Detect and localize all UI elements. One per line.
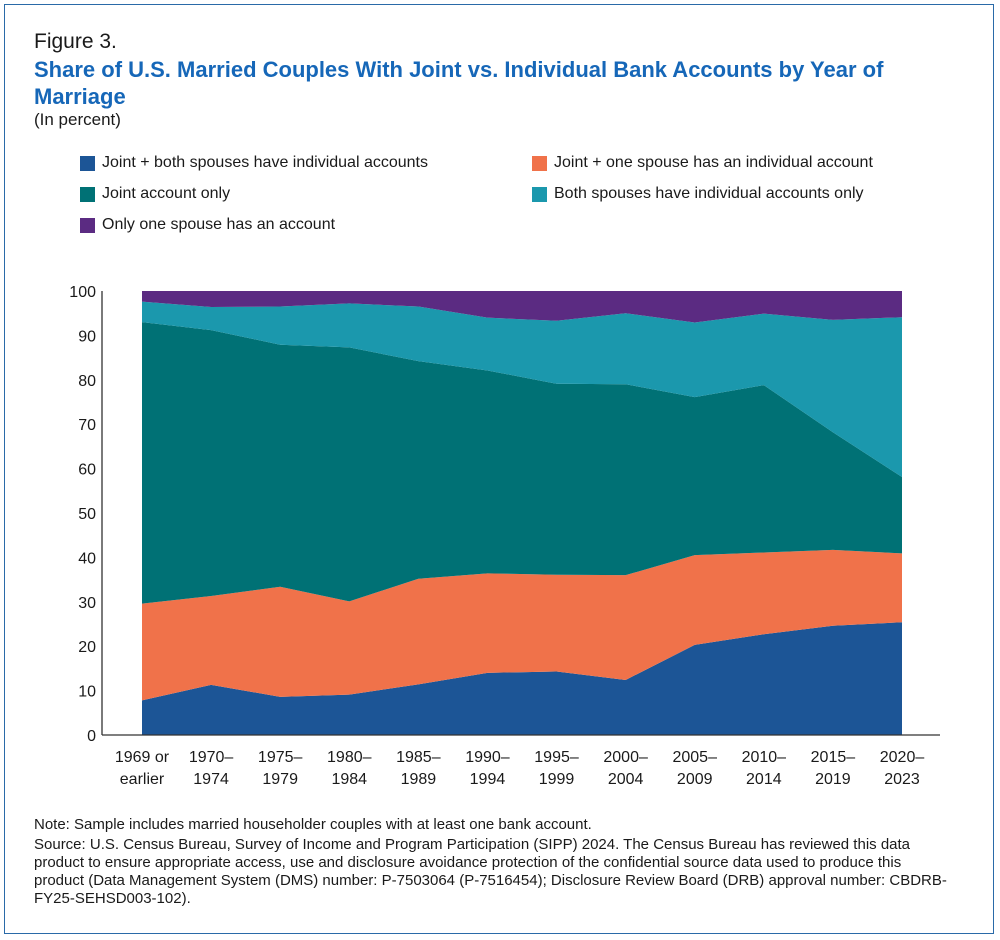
chart-note: Note: Sample includes married householde… xyxy=(34,816,592,833)
y-tick-label: 0 xyxy=(87,728,96,745)
chart-subtitle: (In percent) xyxy=(34,110,121,129)
stacked-area-chart: 0 10 20 30 40 50 60 70 80 90 100 1969 or earlier 1970… xyxy=(69,284,940,788)
y-tick-label: 70 xyxy=(78,417,96,434)
y-tick-label: 20 xyxy=(78,639,96,656)
legend-item: Only one spouse has an account xyxy=(80,216,335,234)
legend-swatch xyxy=(80,186,95,202)
x-tick-label-line: 1970– xyxy=(189,749,234,766)
x-tick-label-line: 1995– xyxy=(534,749,579,766)
x-tick-label-line: 1990– xyxy=(465,749,510,766)
y-tick-label: 10 xyxy=(78,684,96,701)
x-tick-label: 1985– 1989 xyxy=(396,749,441,788)
x-tick-label: 1975– 1979 xyxy=(258,749,303,788)
x-tick-label-line: 1975– xyxy=(258,749,303,766)
x-tick-label: 2010– 2014 xyxy=(742,749,787,788)
x-tick-label: 1990– 1994 xyxy=(465,749,510,788)
legend-label: Both spouses have individual accounts on… xyxy=(554,185,864,202)
legend-item: Joint + both spouses have individual acc… xyxy=(80,154,428,172)
x-tick-label: 2015– 2019 xyxy=(811,749,856,788)
legend-label: Joint account only xyxy=(102,185,231,202)
legend-label: Joint + one spouse has an individual acc… xyxy=(554,154,873,171)
y-tick-label: 50 xyxy=(78,506,96,523)
x-tick-label-line: 1984 xyxy=(331,771,367,788)
x-tick-label-line: 2009 xyxy=(677,771,713,788)
legend-item: Both spouses have individual accounts on… xyxy=(532,185,864,203)
area-series-2 xyxy=(142,549,902,701)
x-tick-label-line: 1980– xyxy=(327,749,372,766)
legend-item: Joint account only xyxy=(80,185,230,203)
x-tick-label: 1969 or earlier xyxy=(115,749,170,788)
x-tick-label-line: 2020– xyxy=(880,749,925,766)
x-tick-label-line: 2004 xyxy=(608,771,644,788)
x-tick-label-line: 2005– xyxy=(672,749,717,766)
x-tick-label-line: 1969 or xyxy=(115,749,170,766)
x-tick-label-line: 2019 xyxy=(815,771,851,788)
area-series-5 xyxy=(142,291,902,323)
figure-frame xyxy=(4,4,994,934)
x-tick-label-line: 2023 xyxy=(884,771,920,788)
chart-title: Share of U.S. Married Couples With Joint… xyxy=(34,57,884,109)
x-tick-label-line: 2014 xyxy=(746,771,782,788)
legend-swatch xyxy=(532,155,547,171)
x-tick-label-line: 2015– xyxy=(811,749,856,766)
chart-source: Source: U.S. Census Bureau, Survey of In… xyxy=(34,836,947,907)
y-tick-label: 100 xyxy=(69,284,96,301)
x-tick-label-line: 1985– xyxy=(396,749,441,766)
y-tick-label: 40 xyxy=(78,550,96,567)
x-tick-label: 1995– 1999 xyxy=(534,749,579,788)
y-tick-label: 90 xyxy=(78,328,96,345)
legend-swatch xyxy=(80,217,95,233)
x-tick-label-line: 1999 xyxy=(539,771,575,788)
area-series-1 xyxy=(142,622,902,735)
legend-swatch xyxy=(80,155,95,171)
x-tick-label-line: earlier xyxy=(120,771,165,788)
legend-label: Only one spouse has an account xyxy=(102,216,336,233)
x-tick-label-line: 1994 xyxy=(470,771,506,788)
x-tick-label: 2000– 2004 xyxy=(603,749,648,788)
y-tick-label: 80 xyxy=(78,373,96,390)
figure-label: Figure 3. xyxy=(34,30,117,53)
x-tick-label: 1980– 1984 xyxy=(327,749,372,788)
area-series-3 xyxy=(142,322,902,604)
legend-item: Joint + one spouse has an individual acc… xyxy=(532,154,873,172)
x-tick-label-line: 1974 xyxy=(193,771,229,788)
x-tick-label: 1970– 1974 xyxy=(189,749,234,788)
x-tick-label: 2020– 2023 xyxy=(880,749,925,788)
y-tick-label: 30 xyxy=(78,595,96,612)
x-tick-label: 2005– 2009 xyxy=(672,749,717,788)
legend-label: Joint + both spouses have individual acc… xyxy=(102,154,428,171)
x-tick-label-line: 1989 xyxy=(401,771,437,788)
x-tick-label-line: 1979 xyxy=(262,771,298,788)
area-series-4 xyxy=(142,301,902,478)
legend-swatch xyxy=(532,186,547,202)
x-tick-label-line: 2010– xyxy=(742,749,787,766)
y-tick-label: 60 xyxy=(78,462,96,479)
x-tick-label-line: 2000– xyxy=(603,749,648,766)
